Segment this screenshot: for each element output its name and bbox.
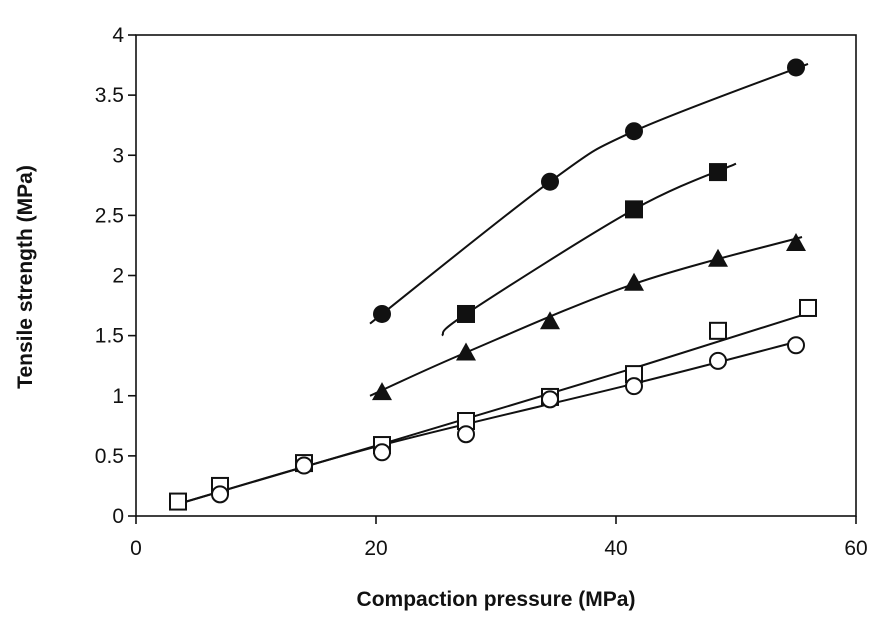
x-tick-label: 0 — [130, 537, 142, 560]
series-curve — [441, 162, 737, 337]
data-markers — [169, 58, 817, 511]
y-tick-label: 1 — [112, 385, 124, 408]
y-tick-label: 0 — [112, 505, 124, 528]
y-tick-label: 2.5 — [95, 204, 124, 227]
data-point — [373, 304, 391, 323]
data-point — [709, 163, 727, 182]
y-tick-label: 0.5 — [95, 445, 124, 468]
data-point — [709, 351, 727, 370]
y-tick-label: 1.5 — [95, 325, 124, 348]
data-point — [373, 443, 391, 462]
x-tick-label: 40 — [604, 537, 627, 560]
data-point — [787, 336, 805, 355]
data-point — [708, 248, 728, 267]
axis-ticks: 0 20 40 60 0 0.5 1 1.5 2 2.5 3 3.5 4 — [95, 24, 868, 560]
y-tick-label: 3 — [112, 144, 124, 167]
data-point — [624, 272, 644, 291]
data-point — [541, 390, 559, 409]
data-point — [709, 321, 727, 340]
data-point — [540, 311, 560, 330]
y-axis-title: Tensile strength (MPa) — [14, 165, 37, 389]
y-tick-label: 4 — [112, 24, 124, 47]
data-point — [372, 382, 392, 401]
series-curve — [369, 62, 809, 325]
data-point — [625, 200, 643, 219]
data-point — [625, 122, 643, 141]
data-point — [625, 377, 643, 396]
y-tick-label: 2 — [112, 265, 124, 288]
data-point — [787, 58, 805, 77]
data-point — [457, 304, 475, 323]
data-point — [786, 233, 806, 251]
x-tick-label: 60 — [844, 537, 867, 560]
data-point — [211, 485, 229, 504]
data-point — [295, 456, 313, 475]
data-point — [799, 298, 817, 317]
x-tick-label: 20 — [364, 537, 387, 560]
series-curve — [369, 236, 803, 397]
data-point — [456, 342, 476, 361]
x-axis-title: Compaction pressure (MPa) — [357, 588, 636, 611]
y-tick-label: 3.5 — [95, 84, 124, 107]
data-point — [457, 425, 475, 444]
data-point — [169, 492, 187, 511]
data-point — [541, 172, 559, 191]
